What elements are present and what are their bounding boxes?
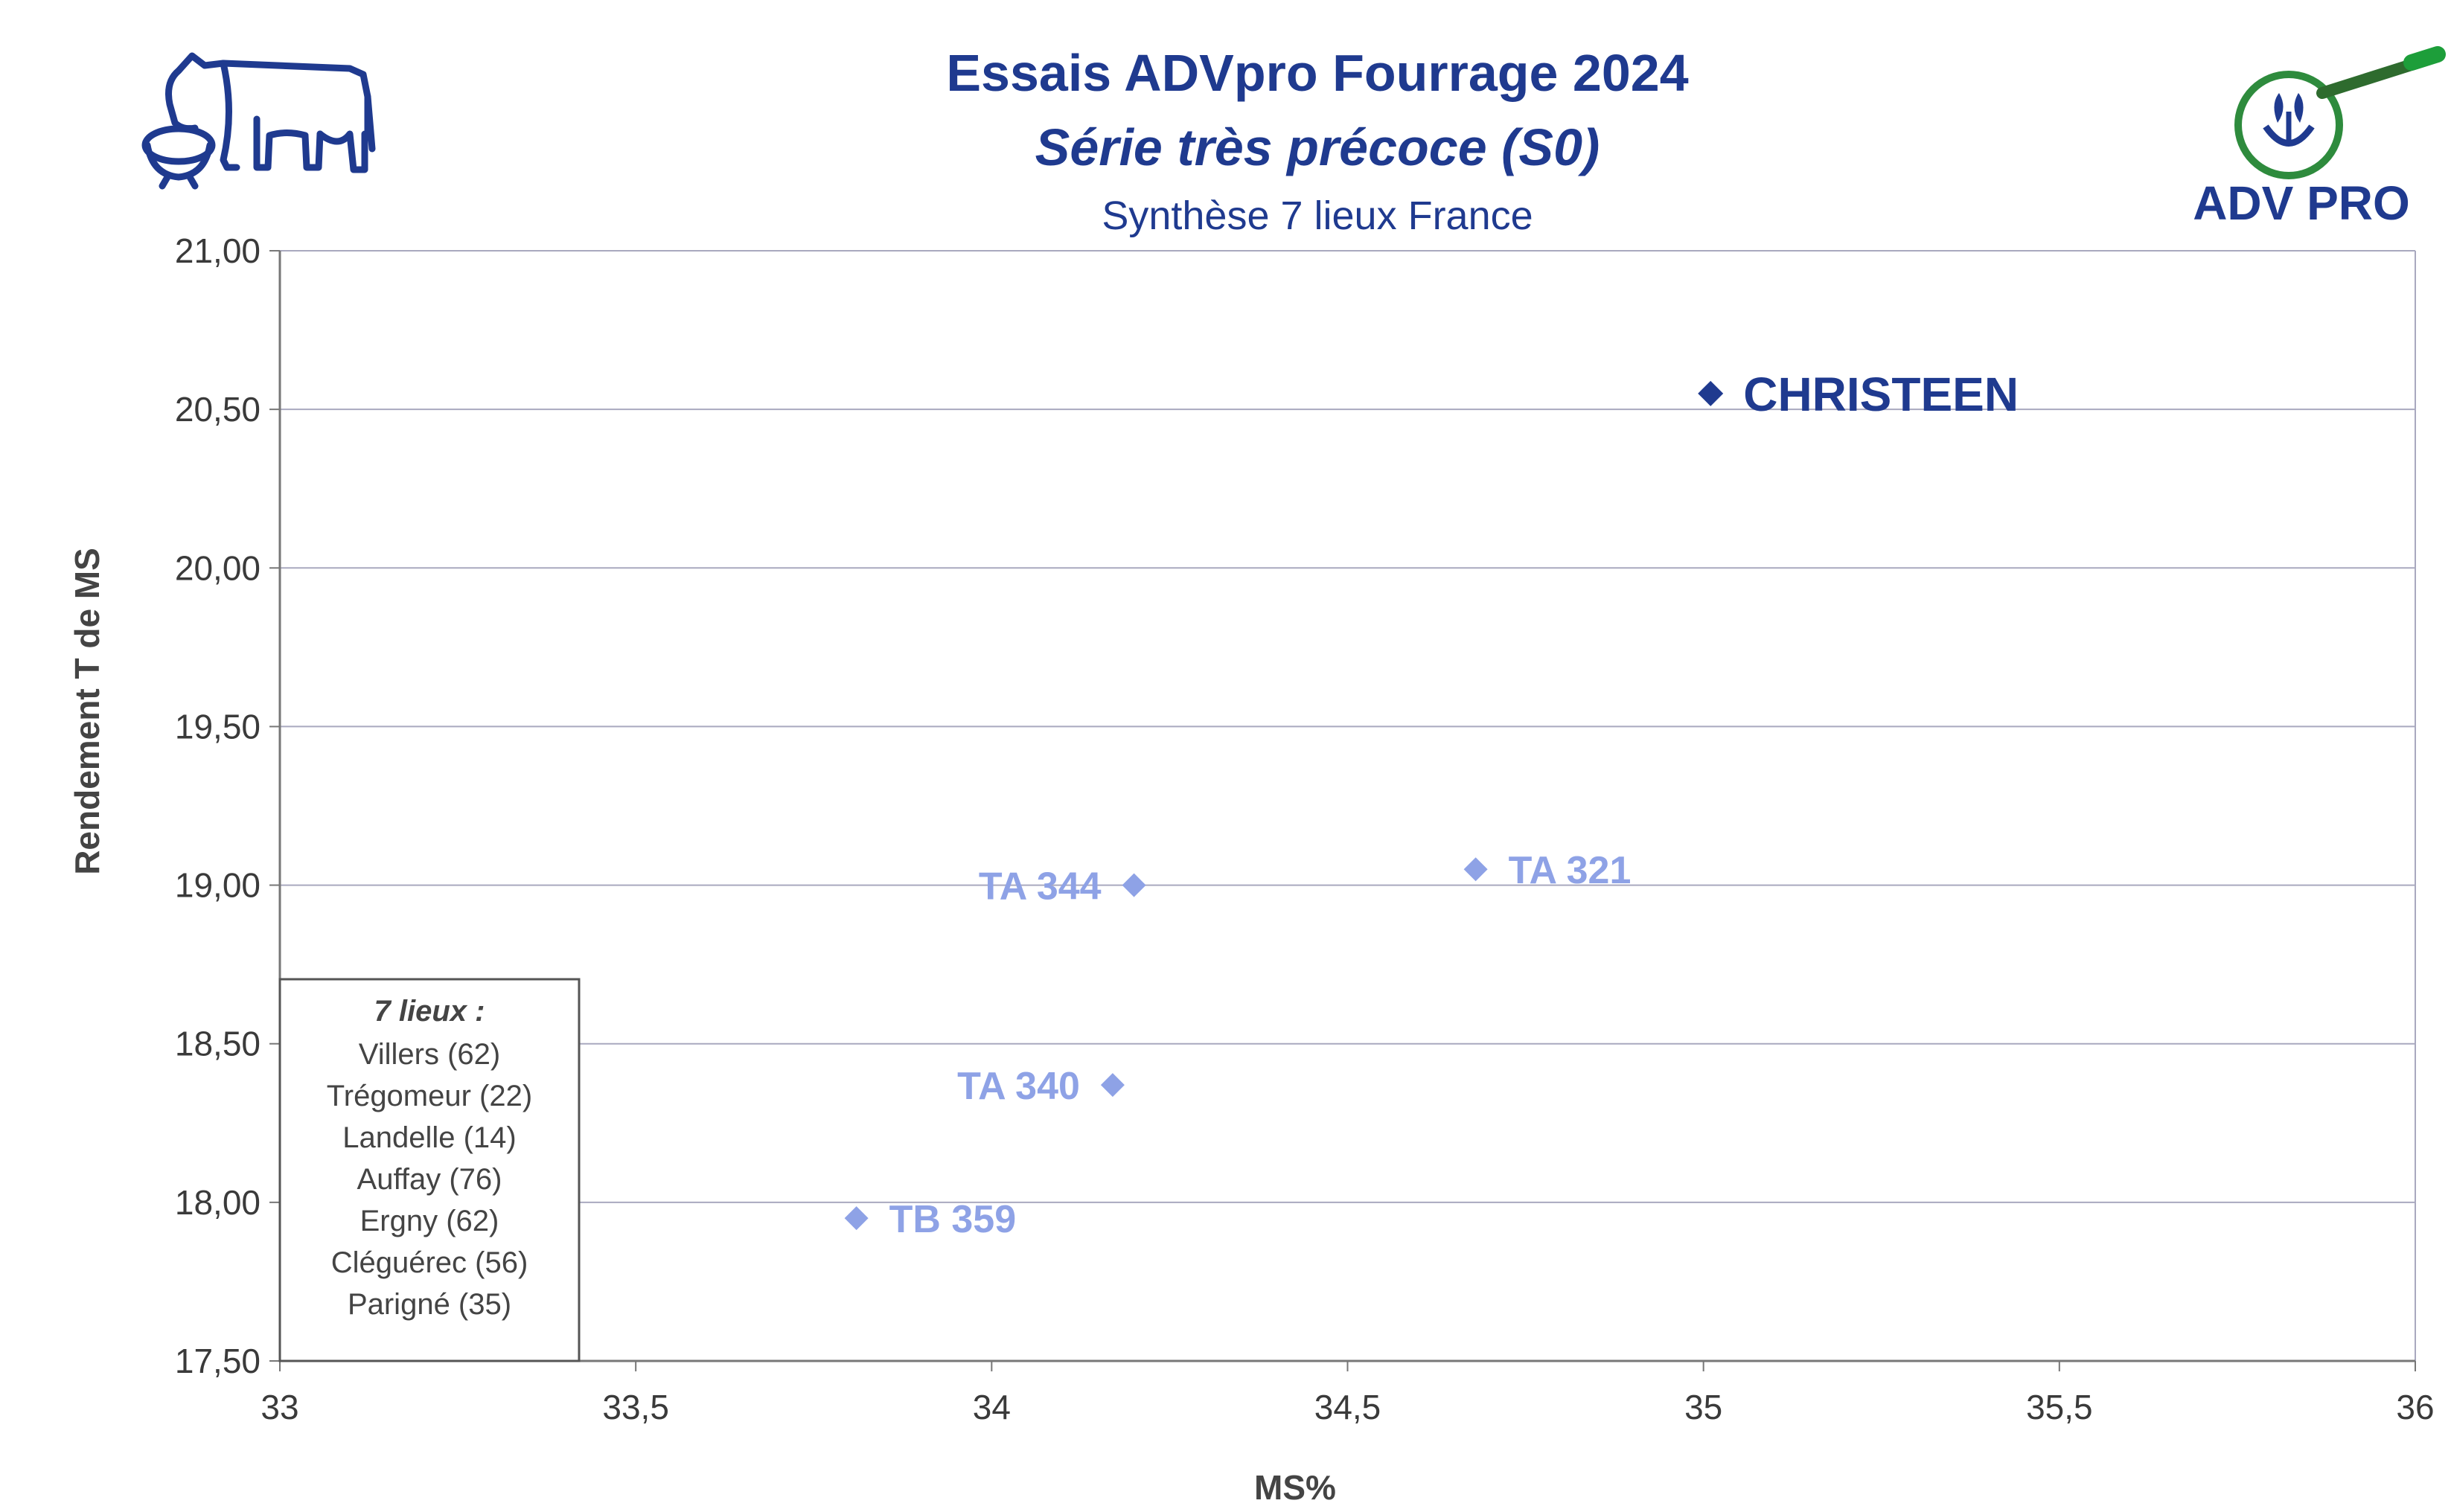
y-tick-label: 19,50 <box>175 707 261 746</box>
data-point-label: TA 340 <box>957 1065 1080 1108</box>
chart-title: Essais ADVpro Fourrage 2024 <box>946 44 1688 102</box>
chart-subtitle: Série très précoce (S0) <box>1035 118 1600 176</box>
x-tick-label: 36 <box>2396 1388 2434 1426</box>
data-point-marker <box>1698 380 1724 406</box>
x-tick-label: 35,5 <box>2026 1388 2093 1426</box>
y-tick-label: 19,00 <box>175 866 261 905</box>
adv-pro-logo-text: ADV PRO <box>2193 176 2410 230</box>
data-point-marker <box>1463 857 1488 882</box>
legend-frame <box>278 978 581 1362</box>
legend-heading: 7 lieux : <box>374 995 485 1028</box>
axes <box>269 250 2416 1371</box>
x-tick-label: 34,5 <box>1314 1388 1381 1426</box>
legend-item: Auffay (76) <box>357 1163 502 1196</box>
data-point-marker <box>844 1206 869 1231</box>
cow-logo-icon <box>141 52 376 190</box>
gridlines <box>280 250 2415 1362</box>
data-point-label: CHRISTEEN <box>1743 368 2019 421</box>
legend-box: 7 lieux : Villers (62) Trégomeur (22) La… <box>278 978 581 1362</box>
legend-item: Villers (62) <box>359 1038 500 1071</box>
y-tick-label: 21,00 <box>175 231 261 270</box>
data-points: CHRISTEEN TA 321 TA 344 TA 340 TB 359 <box>844 368 2019 1241</box>
y-tick-label: 20,00 <box>175 548 261 587</box>
x-axis-label: MS% <box>1254 1468 1336 1507</box>
x-tick-label: 35 <box>1684 1388 1722 1426</box>
y-tick-label: 17,50 <box>175 1342 261 1380</box>
tick-labels: 17,50 18,00 18,50 19,00 19,50 20,00 20,50 21,00… <box>175 231 2435 1426</box>
legend-item: Parigné (35) <box>348 1288 511 1321</box>
legend-item: Ergny (62) <box>360 1205 499 1237</box>
legend-item: Landelle (14) <box>342 1121 517 1154</box>
y-tick-label: 20,50 <box>175 390 261 429</box>
x-tick-label: 34 <box>973 1388 1011 1426</box>
legend-item: Trégomeur (22) <box>327 1080 532 1112</box>
x-tick-label: 33 <box>261 1388 298 1426</box>
y-axis-label: Rendement T de MS <box>68 548 106 875</box>
data-point-marker <box>1122 873 1146 897</box>
legend-item: Cléguérec (56) <box>331 1246 528 1279</box>
y-tick-label: 18,50 <box>175 1025 261 1063</box>
data-point-marker <box>1100 1073 1125 1098</box>
data-point-label: TA 344 <box>979 865 1102 908</box>
y-tick-label: 18,00 <box>175 1183 261 1222</box>
x-tick-label: 33,5 <box>602 1388 669 1426</box>
data-point-label: TA 321 <box>1509 849 1632 892</box>
chart-subtitle-2: Synthèse 7 lieux France <box>1102 193 1533 238</box>
adv-pro-logo-icon <box>2234 46 2446 179</box>
data-point-label: TB 359 <box>889 1198 1017 1241</box>
